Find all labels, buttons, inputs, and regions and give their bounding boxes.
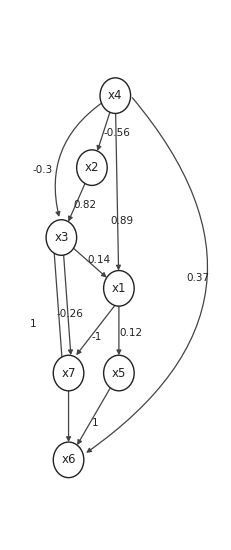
Text: 0.12: 0.12	[119, 328, 142, 338]
Text: -1: -1	[91, 332, 101, 342]
Text: 0.14: 0.14	[87, 255, 110, 265]
Ellipse shape	[76, 150, 107, 185]
Text: 0.89: 0.89	[110, 216, 133, 225]
Text: x7: x7	[61, 366, 76, 379]
Ellipse shape	[53, 442, 83, 477]
Text: -0.26: -0.26	[57, 309, 83, 319]
Ellipse shape	[103, 355, 134, 391]
Ellipse shape	[100, 78, 130, 113]
Text: 1: 1	[30, 320, 36, 329]
Text: -0.3: -0.3	[32, 165, 53, 175]
Text: 0.82: 0.82	[73, 200, 96, 210]
Text: x2: x2	[84, 161, 99, 174]
FancyArrowPatch shape	[55, 102, 102, 216]
Text: 1: 1	[91, 417, 97, 427]
Text: -0.56: -0.56	[103, 128, 130, 138]
Text: x4: x4	[108, 89, 122, 102]
FancyArrowPatch shape	[87, 98, 207, 452]
Text: x1: x1	[111, 282, 126, 295]
Text: x3: x3	[54, 231, 68, 244]
Ellipse shape	[103, 271, 134, 306]
Text: x6: x6	[61, 453, 76, 466]
Ellipse shape	[53, 355, 83, 391]
Text: 0.37: 0.37	[185, 273, 209, 283]
Text: x5: x5	[111, 366, 125, 379]
Ellipse shape	[46, 220, 76, 255]
